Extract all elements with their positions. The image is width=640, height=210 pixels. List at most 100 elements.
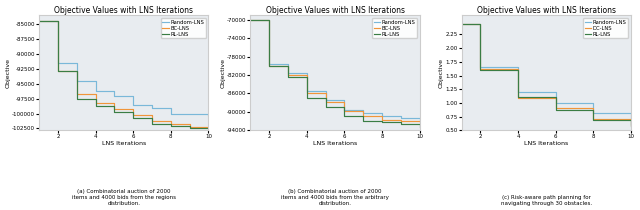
RL-LNS — [322, 106, 330, 109]
Text: (b) Combinatorial auction of 2000
items and 4000 bids from the arbitrary
distrib: (b) Combinatorial auction of 2000 items … — [281, 189, 389, 206]
Random-LNS — [608, 112, 616, 114]
Line: Random-LNS: Random-LNS — [461, 24, 631, 124]
DC-LNS — [627, 123, 635, 126]
RL-LNS — [303, 97, 310, 99]
BC-LNS — [186, 125, 193, 128]
RL-LNS — [340, 115, 348, 118]
Line: BC-LNS: BC-LNS — [39, 21, 209, 127]
RL-LNS — [571, 109, 579, 111]
Random-LNS — [552, 102, 559, 104]
Random-LNS — [186, 113, 193, 115]
BC-LNS — [167, 123, 175, 126]
BC-LNS — [35, 20, 43, 22]
Random-LNS — [303, 90, 310, 92]
Random-LNS — [514, 91, 522, 93]
RL-LNS — [167, 125, 175, 127]
BC-LNS — [92, 102, 99, 104]
Random-LNS — [416, 118, 424, 121]
BC-LNS — [340, 110, 348, 112]
BC-LNS — [397, 120, 404, 123]
Random-LNS — [477, 66, 484, 68]
DC-LNS — [608, 118, 616, 121]
DC-LNS — [533, 97, 541, 100]
RL-LNS — [54, 70, 62, 72]
RL-LNS — [205, 127, 212, 130]
Text: (c) Risk-aware path planning for
navigating through 30 obstacles.: (c) Risk-aware path planning for navigat… — [500, 195, 592, 206]
Random-LNS — [458, 22, 465, 25]
Line: RL-LNS: RL-LNS — [39, 21, 209, 128]
BC-LNS — [129, 114, 137, 117]
Random-LNS — [340, 108, 348, 111]
RL-LNS — [552, 109, 559, 111]
BC-LNS — [54, 70, 62, 72]
BC-LNS — [111, 108, 118, 110]
Random-LNS — [284, 72, 292, 74]
BC-LNS — [148, 119, 156, 122]
Random-LNS — [495, 66, 503, 68]
Random-LNS — [129, 103, 137, 106]
RL-LNS — [148, 122, 156, 125]
Line: DC-LNS: DC-LNS — [461, 24, 631, 125]
Random-LNS — [54, 62, 62, 64]
RL-LNS — [514, 96, 522, 99]
X-axis label: LNS Iterations: LNS Iterations — [102, 141, 146, 146]
DC-LNS — [589, 118, 597, 121]
Title: Objective Values with LNS Iterations: Objective Values with LNS Iterations — [54, 5, 193, 14]
RL-LNS — [458, 22, 465, 25]
Legend: Random-LNS, BC-LNS, RL-LNS: Random-LNS, BC-LNS, RL-LNS — [161, 18, 206, 38]
Random-LNS — [571, 102, 579, 104]
BC-LNS — [246, 19, 254, 21]
BC-LNS — [416, 121, 424, 124]
DC-LNS — [458, 22, 465, 25]
Random-LNS — [73, 80, 81, 82]
Line: Random-LNS: Random-LNS — [39, 21, 209, 115]
BC-LNS — [322, 100, 330, 103]
Random-LNS — [360, 112, 367, 114]
RL-LNS — [495, 69, 503, 71]
RL-LNS — [266, 65, 273, 67]
Line: BC-LNS: BC-LNS — [250, 20, 420, 122]
Random-LNS — [92, 90, 99, 92]
Random-LNS — [266, 62, 273, 65]
Random-LNS — [167, 112, 175, 115]
RL-LNS — [35, 20, 43, 22]
Title: Objective Values with LNS Iterations: Objective Values with LNS Iterations — [266, 5, 404, 14]
Legend: Random-LNS, DC-LNS, RL-LNS: Random-LNS, DC-LNS, RL-LNS — [583, 18, 628, 38]
RL-LNS — [73, 97, 81, 100]
Random-LNS — [111, 94, 118, 97]
RL-LNS — [477, 69, 484, 71]
Text: (a) Combinatorial auction of 2000
items and 4000 bids from the regions
distribut: (a) Combinatorial auction of 2000 items … — [72, 189, 176, 206]
DC-LNS — [514, 97, 522, 100]
Title: Objective Values with LNS Iterations: Objective Values with LNS Iterations — [477, 5, 616, 14]
RL-LNS — [360, 120, 367, 122]
RL-LNS — [533, 96, 541, 99]
BC-LNS — [266, 65, 273, 67]
DC-LNS — [552, 107, 559, 110]
BC-LNS — [73, 93, 81, 96]
RL-LNS — [111, 110, 118, 113]
Y-axis label: Objective: Objective — [220, 58, 225, 88]
Random-LNS — [205, 114, 212, 117]
Line: RL-LNS: RL-LNS — [250, 20, 420, 126]
RL-LNS — [627, 125, 635, 128]
DC-LNS — [571, 107, 579, 110]
RL-LNS — [378, 121, 386, 124]
Random-LNS — [589, 112, 597, 114]
Random-LNS — [148, 106, 156, 109]
BC-LNS — [303, 91, 310, 94]
Random-LNS — [246, 19, 254, 21]
X-axis label: LNS Iterations: LNS Iterations — [524, 141, 568, 146]
RL-LNS — [416, 125, 424, 128]
Random-LNS — [533, 91, 541, 93]
Line: Random-LNS: Random-LNS — [250, 20, 420, 120]
BC-LNS — [360, 115, 367, 118]
RL-LNS — [129, 116, 137, 119]
RL-LNS — [246, 19, 254, 21]
Random-LNS — [378, 115, 386, 118]
Y-axis label: Objective: Objective — [439, 58, 444, 88]
RL-LNS — [284, 76, 292, 79]
BC-LNS — [378, 119, 386, 121]
RL-LNS — [397, 122, 404, 125]
Line: RL-LNS: RL-LNS — [461, 24, 631, 126]
Legend: Random-LNS, BC-LNS, RL-LNS: Random-LNS, BC-LNS, RL-LNS — [372, 18, 417, 38]
